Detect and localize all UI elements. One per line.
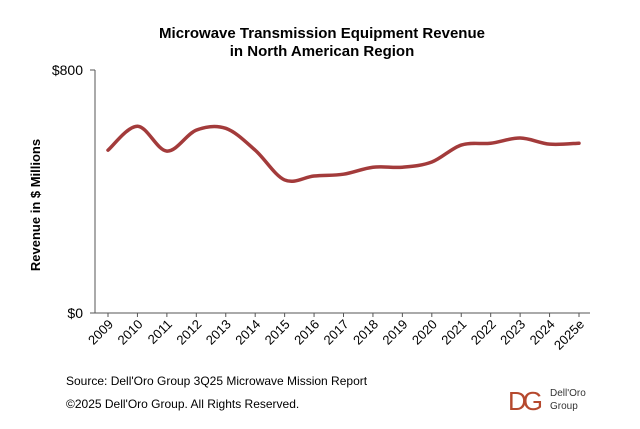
x-tick-label: 2022 — [468, 317, 499, 348]
revenue-line — [106, 124, 581, 184]
logo-mark: DG — [508, 386, 542, 416]
chart-title: in North American Region — [230, 43, 414, 60]
y-tick-label: $0 — [67, 305, 83, 321]
x-tick-label: 2019 — [379, 317, 410, 348]
x-tick-label: 2025e — [551, 317, 587, 353]
x-tick-label: 2015 — [262, 317, 293, 348]
copyright-note: ©2025 Dell'Oro Group. All Rights Reserve… — [66, 397, 299, 411]
x-tick-label: 2009 — [85, 317, 116, 348]
logo-text: Dell'Oro — [550, 388, 586, 399]
source-note: Source: Dell'Oro Group 3Q25 Microwave Mi… — [66, 374, 368, 388]
x-tick-label: 2013 — [203, 317, 234, 348]
x-tick-label: 2023 — [497, 317, 528, 348]
x-tick-label: 2018 — [350, 317, 381, 348]
x-tick-label: 2012 — [173, 317, 204, 348]
x-tick-label: 2011 — [145, 317, 175, 347]
x-tick-label: 2010 — [115, 317, 146, 348]
chart-title: Microwave Transmission Equipment Revenue — [159, 25, 485, 42]
y-tick-label: $800 — [52, 62, 83, 78]
x-tick-label: 2020 — [409, 317, 440, 348]
x-tick-label: 2021 — [438, 317, 469, 348]
x-tick-label: 2014 — [232, 317, 263, 348]
x-tick-label: 2017 — [321, 317, 352, 348]
logo-text: Group — [550, 401, 578, 412]
x-tick-label: 2016 — [291, 317, 322, 348]
y-axis-label: Revenue in $ Millions — [28, 139, 43, 271]
